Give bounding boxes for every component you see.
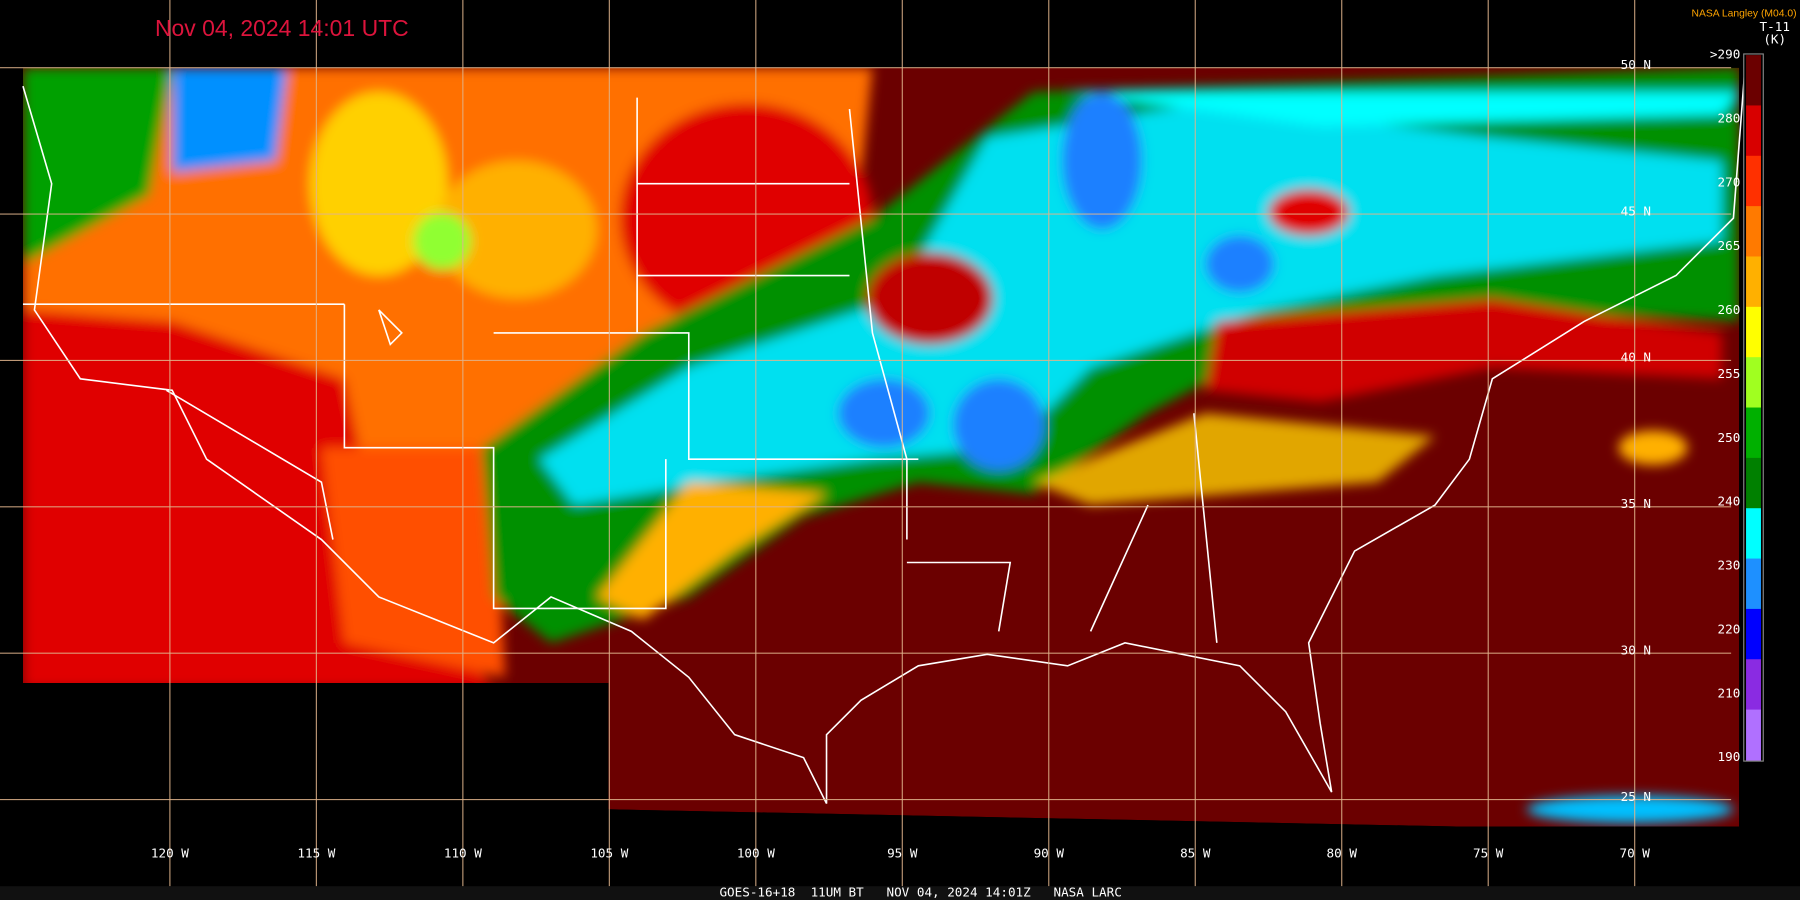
colorbar-title: T-11 (1760, 19, 1790, 34)
colorbar-swatch (1746, 357, 1761, 409)
longitude-label: 110 W (444, 846, 482, 861)
colorbar-label: 255 (1718, 366, 1741, 381)
colorbar-swatch (1746, 306, 1761, 358)
colorbar: >290 280 270 265 260 255 250 240 230 220 210 190 (1710, 47, 1764, 764)
colorbar-swatch (1746, 608, 1761, 660)
colorbar-label: 230 (1718, 558, 1741, 573)
colorbar-swatch (1746, 155, 1761, 207)
longitude-label: 115 W (297, 846, 335, 861)
longitude-label: 70 W (1620, 846, 1651, 861)
colorbar-label: 260 (1718, 302, 1741, 317)
colorbar-swatch (1746, 206, 1761, 258)
longitude-label: 80 W (1327, 846, 1358, 861)
footer-bar (0, 886, 1800, 900)
latitude-label: 45 N (1621, 203, 1651, 218)
graticule: 120 W 115 W 110 W 105 W 100 W 95 W 90 W 85 W 80 … (0, 0, 1732, 887)
latitude-label: 35 N (1621, 496, 1651, 511)
colorbar-swatch (1746, 659, 1761, 711)
longitude-label: 75 W (1473, 846, 1504, 861)
colorbar-label: 280 (1718, 110, 1741, 125)
colorbar-label: 265 (1718, 238, 1741, 253)
colorbar-swatch (1746, 558, 1761, 610)
credit: NASA Langley (M04.0) (1691, 9, 1796, 20)
imagery (22, 67, 1740, 827)
colorbar-swatch (1746, 256, 1761, 308)
longitude-label: 85 W (1180, 846, 1211, 861)
colorbar-label: 210 (1718, 685, 1741, 700)
longitude-label: 105 W (590, 846, 628, 861)
colorbar-label: 220 (1718, 621, 1741, 636)
longitude-label: 100 W (737, 846, 775, 861)
footer: GOES-16+18 11UM BT NOV 04, 2024 14:01Z N… (719, 885, 1121, 900)
colorbar-swatch (1746, 508, 1761, 560)
longitude-label: 120 W (151, 846, 189, 861)
colorbar-unit: (K) (1763, 32, 1786, 47)
colorbar-label: 270 (1718, 174, 1741, 189)
colorbar-swatch (1746, 457, 1761, 509)
colorbar-label: 190 (1718, 749, 1741, 764)
map-title: Nov 04, 2024 14:01 UTC (155, 15, 409, 41)
colorbar-label: 250 (1718, 430, 1741, 445)
colorbar-label: >290 (1710, 47, 1740, 62)
latitude-label: 40 N (1621, 350, 1651, 365)
latitude-label: 30 N (1621, 642, 1651, 657)
colorbar-swatch (1746, 105, 1761, 157)
coastlines (22, 68, 1746, 804)
colorbar-swatch (1746, 55, 1761, 107)
latitude-label: 50 N (1621, 57, 1651, 72)
colorbar-label: 240 (1718, 494, 1741, 509)
colorbar-swatch (1746, 709, 1761, 761)
colorbar-swatch (1746, 407, 1761, 459)
longitude-label: 95 W (887, 846, 918, 861)
latitude-label: 25 N (1621, 789, 1651, 804)
longitude-label: 90 W (1034, 846, 1065, 861)
